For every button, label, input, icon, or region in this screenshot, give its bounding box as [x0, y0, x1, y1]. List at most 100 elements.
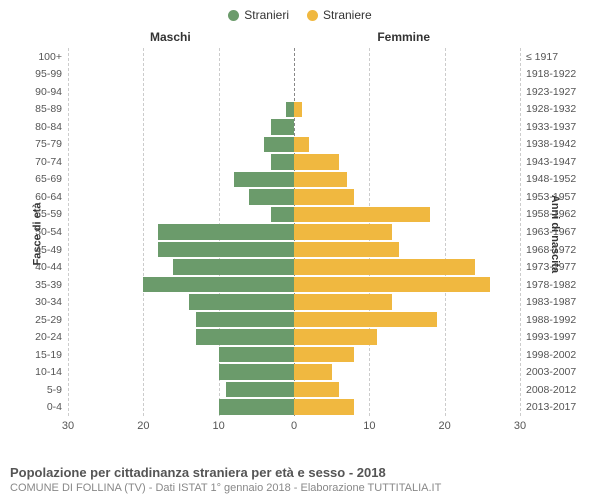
x-tick: 30 — [62, 416, 74, 432]
bar-male — [271, 154, 294, 170]
age-label: 15-19 — [35, 349, 68, 361]
birth-year-label: 1978-1982 — [520, 279, 576, 291]
age-label: 5-9 — [47, 384, 68, 396]
birth-year-label: 1953-1957 — [520, 191, 576, 203]
birth-year-label: 1983-1987 — [520, 296, 576, 308]
age-row: 45-491968-1972 — [68, 241, 520, 259]
birth-year-label: 1963-1967 — [520, 226, 576, 238]
bar-female — [294, 277, 490, 293]
birth-year-label: 1943-1947 — [520, 156, 576, 168]
age-label: 95-99 — [35, 68, 68, 80]
age-label: 50-54 — [35, 226, 68, 238]
age-row: 60-641953-1957 — [68, 188, 520, 206]
bar-female — [294, 154, 339, 170]
bar-male — [271, 207, 294, 223]
x-tick: 10 — [363, 416, 375, 432]
age-label: 25-29 — [35, 314, 68, 326]
bar-male — [158, 242, 294, 258]
age-label: 85-89 — [35, 103, 68, 115]
birth-year-label: 1973-1977 — [520, 261, 576, 273]
swatch-female — [307, 10, 318, 21]
bar-female — [294, 259, 475, 275]
age-row: 40-441973-1977 — [68, 258, 520, 276]
birth-year-label: 1968-1972 — [520, 244, 576, 256]
bar-male — [286, 102, 294, 118]
bar-male — [196, 329, 294, 345]
age-row: 30-341983-1987 — [68, 293, 520, 311]
age-label: 70-74 — [35, 156, 68, 168]
footer-subtitle: COMUNE DI FOLLINA (TV) - Dati ISTAT 1° g… — [10, 482, 590, 494]
age-label: 55-59 — [35, 208, 68, 220]
age-row: 70-741943-1947 — [68, 153, 520, 171]
age-label: 0-4 — [47, 401, 68, 413]
bar-male — [219, 364, 294, 380]
age-row: 55-591958-1962 — [68, 206, 520, 224]
birth-year-label: 1988-1992 — [520, 314, 576, 326]
age-label: 80-84 — [35, 121, 68, 133]
bar-male — [226, 382, 294, 398]
age-row: 5-92008-2012 — [68, 381, 520, 399]
age-row: 80-841933-1937 — [68, 118, 520, 136]
bar-male — [249, 189, 294, 205]
bar-male — [264, 137, 294, 153]
age-label: 35-39 — [35, 279, 68, 291]
footer-title: Popolazione per cittadinanza straniera p… — [10, 465, 590, 480]
bar-female — [294, 294, 392, 310]
age-label: 30-34 — [35, 296, 68, 308]
birth-year-label: 1928-1932 — [520, 103, 576, 115]
birth-year-label: 1948-1952 — [520, 173, 576, 185]
age-row: 85-891928-1932 — [68, 101, 520, 119]
age-row: 100+≤ 1917 — [68, 48, 520, 66]
birth-year-label: 1918-1922 — [520, 68, 576, 80]
age-row: 25-291988-1992 — [68, 311, 520, 329]
x-tick: 30 — [514, 416, 526, 432]
bar-male — [219, 399, 294, 415]
birth-year-label: 2013-2017 — [520, 401, 576, 413]
birth-year-label: 2003-2007 — [520, 366, 576, 378]
bar-male — [219, 347, 294, 363]
age-row: 75-791938-1942 — [68, 136, 520, 154]
birth-year-label: 2008-2012 — [520, 384, 576, 396]
legend-item-male: Stranieri — [228, 8, 289, 22]
age-row: 15-191998-2002 — [68, 346, 520, 364]
column-title-female: Femmine — [377, 30, 430, 44]
x-tick: 20 — [137, 416, 149, 432]
age-label: 65-69 — [35, 173, 68, 185]
bar-female — [294, 382, 339, 398]
age-row: 35-391978-1982 — [68, 276, 520, 294]
chart-footer: Popolazione per cittadinanza straniera p… — [10, 465, 590, 494]
age-row: 20-241993-1997 — [68, 328, 520, 346]
age-row: 95-991918-1922 — [68, 66, 520, 84]
bar-female — [294, 137, 309, 153]
bar-male — [173, 259, 294, 275]
age-row: 0-42013-2017 — [68, 398, 520, 416]
bar-female — [294, 329, 377, 345]
swatch-male — [228, 10, 239, 21]
bar-male — [271, 119, 294, 135]
age-label: 20-24 — [35, 331, 68, 343]
bar-female — [294, 189, 354, 205]
bar-female — [294, 102, 302, 118]
birth-year-label: 1958-1962 — [520, 208, 576, 220]
birth-year-label: 1938-1942 — [520, 138, 576, 150]
column-title-male: Maschi — [150, 30, 191, 44]
bar-female — [294, 207, 430, 223]
legend-label-female: Straniere — [323, 8, 372, 22]
bar-female — [294, 347, 354, 363]
bar-male — [158, 224, 294, 240]
bar-male — [143, 277, 294, 293]
age-row: 90-941923-1927 — [68, 83, 520, 101]
bar-female — [294, 224, 392, 240]
bar-male — [234, 172, 294, 188]
birth-year-label: 1933-1937 — [520, 121, 576, 133]
age-row: 10-142003-2007 — [68, 363, 520, 381]
age-row: 65-691948-1952 — [68, 171, 520, 189]
bar-female — [294, 312, 437, 328]
bar-female — [294, 242, 399, 258]
age-label: 60-64 — [35, 191, 68, 203]
age-label: 90-94 — [35, 86, 68, 98]
age-label: 75-79 — [35, 138, 68, 150]
birth-year-label: 1998-2002 — [520, 349, 576, 361]
bar-female — [294, 172, 347, 188]
age-label: 100+ — [38, 51, 68, 63]
